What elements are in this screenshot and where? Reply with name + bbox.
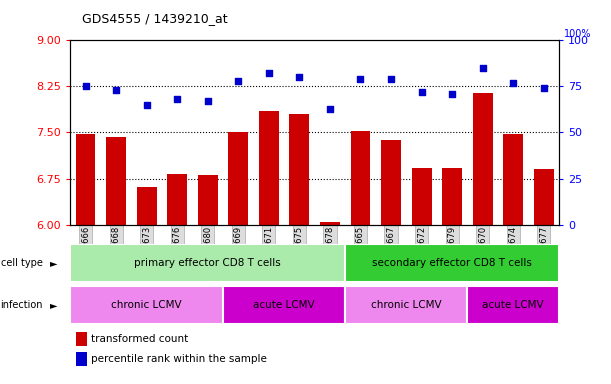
Point <box>203 98 213 104</box>
Point <box>478 65 488 71</box>
Point <box>111 87 121 93</box>
Text: cell type: cell type <box>1 258 43 268</box>
Text: GDS4555 / 1439210_at: GDS4555 / 1439210_at <box>82 12 228 25</box>
Bar <box>198 175 218 225</box>
Point <box>264 70 274 76</box>
Point <box>142 102 152 108</box>
Bar <box>70 286 223 324</box>
Text: acute LCMV: acute LCMV <box>254 300 315 310</box>
Point <box>172 96 182 103</box>
Point <box>233 78 243 84</box>
Bar <box>412 167 431 225</box>
Text: percentile rank within the sample: percentile rank within the sample <box>91 354 267 364</box>
Point <box>539 85 549 91</box>
Bar <box>76 134 95 225</box>
Point <box>447 91 457 97</box>
Bar <box>345 244 559 282</box>
Bar <box>442 168 462 225</box>
Bar <box>137 187 156 225</box>
Bar <box>534 169 554 225</box>
Bar <box>167 174 187 225</box>
Text: primary effector CD8 T cells: primary effector CD8 T cells <box>134 258 281 268</box>
Text: acute LCMV: acute LCMV <box>483 300 544 310</box>
Bar <box>259 111 279 225</box>
Bar <box>70 244 345 282</box>
Point <box>81 83 90 89</box>
Bar <box>223 286 345 324</box>
Bar <box>345 286 467 324</box>
Point <box>386 76 396 82</box>
Bar <box>320 222 340 225</box>
Bar <box>473 93 492 225</box>
Text: ►: ► <box>49 258 57 268</box>
Text: transformed count: transformed count <box>91 334 188 344</box>
Point <box>417 89 426 95</box>
Point <box>508 79 518 86</box>
Point <box>295 74 304 80</box>
Bar <box>290 114 309 225</box>
Text: 100%: 100% <box>564 30 591 40</box>
Point <box>356 76 365 82</box>
Point <box>325 106 335 112</box>
Bar <box>229 132 248 225</box>
Bar <box>351 131 370 225</box>
Bar <box>467 286 559 324</box>
Text: chronic LCMV: chronic LCMV <box>111 300 182 310</box>
Bar <box>106 137 126 225</box>
Text: chronic LCMV: chronic LCMV <box>371 300 442 310</box>
Bar <box>381 140 401 225</box>
Text: ►: ► <box>49 300 57 310</box>
Text: secondary effector CD8 T cells: secondary effector CD8 T cells <box>372 258 532 268</box>
Bar <box>503 134 523 225</box>
Text: infection: infection <box>1 300 43 310</box>
